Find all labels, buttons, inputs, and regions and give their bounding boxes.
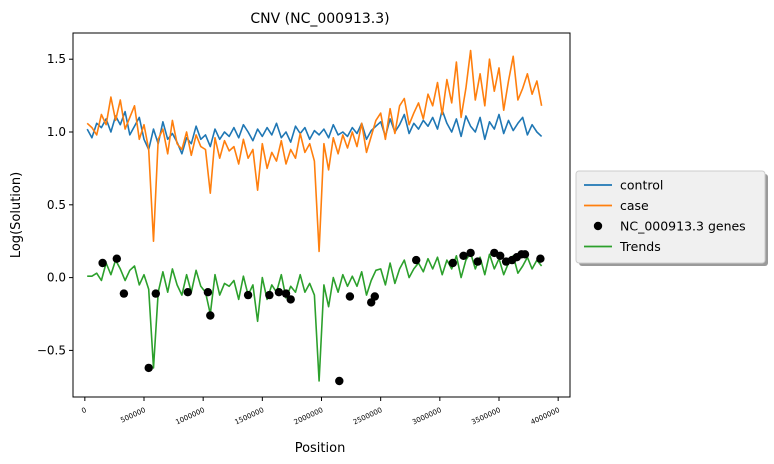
chart-title: CNV (NC_000913.3): [250, 11, 389, 27]
legend-swatch: [593, 221, 603, 231]
legend: control case NC_000913.3 genes Trends: [575, 170, 768, 266]
x-tick-label: 3000000: [411, 406, 443, 426]
x-tick-label: 4000000: [529, 406, 561, 426]
x-tick-label: 2500000: [352, 406, 384, 426]
x-tick-label: 2000000: [293, 406, 325, 426]
y-axis-label: Log(Solution): [9, 172, 24, 258]
x-axis: 0 500000 1000000 1500000 2000000 2500000 30000…: [80, 397, 561, 426]
gene-point: [144, 363, 153, 373]
gene-point: [119, 289, 129, 298]
y-tick-label: −0.5: [37, 343, 66, 357]
y-tick-label: 1.5: [47, 52, 66, 66]
series-layer: [86, 49, 545, 386]
legend-label: NC_000913.3 genes: [620, 219, 746, 234]
gene-point: [466, 248, 475, 258]
gene-point: [412, 255, 421, 265]
legend-entry-case: case: [584, 198, 649, 213]
y-tick-label: 0.0: [47, 271, 66, 285]
gene-point: [243, 290, 253, 300]
series-line-case: [86, 49, 543, 253]
gene-point: [459, 251, 468, 260]
gene-point: [274, 288, 284, 297]
gene-point: [448, 258, 457, 268]
gene-point: [183, 288, 192, 297]
x-tick-label: 500000: [119, 406, 147, 425]
gene-point: [473, 257, 482, 266]
x-axis-label: Position: [295, 441, 346, 456]
y-tick-label: 1.0: [47, 125, 66, 139]
x-tick-label: 0: [80, 406, 87, 415]
gene-point: [281, 289, 291, 298]
legend-box: [575, 170, 766, 264]
legend-label: case: [620, 198, 649, 213]
legend-entry-trends: Trends: [584, 239, 661, 254]
legend-label: control: [620, 178, 663, 193]
legend-label: Trends: [619, 239, 661, 254]
gene-point: [496, 251, 505, 260]
gene-point: [370, 292, 379, 301]
gene-point: [520, 250, 530, 259]
y-axis: −0.5 0.0 0.5 1.0 1.5: [37, 52, 73, 357]
gene-point: [345, 292, 355, 301]
gene-point: [536, 254, 545, 263]
gene-point: [265, 290, 274, 300]
series-line-trends: [87, 252, 543, 382]
series-line-control: [86, 109, 543, 155]
gene-point: [112, 254, 122, 263]
x-tick-label: 1500000: [234, 406, 266, 426]
gene-point: [286, 295, 295, 304]
gene-point: [98, 258, 107, 268]
x-tick-label: 3500000: [470, 406, 502, 426]
gene-point: [206, 311, 215, 320]
x-tick-label: 1000000: [174, 406, 206, 426]
y-tick-label: 0.5: [47, 198, 66, 212]
gene-point: [151, 289, 160, 298]
gene-point: [335, 376, 344, 386]
gene-point: [203, 288, 213, 297]
legend-entry-control: control: [584, 178, 663, 193]
legend-entry-nc-000913-3-genes: NC_000913.3 genes: [593, 219, 746, 234]
